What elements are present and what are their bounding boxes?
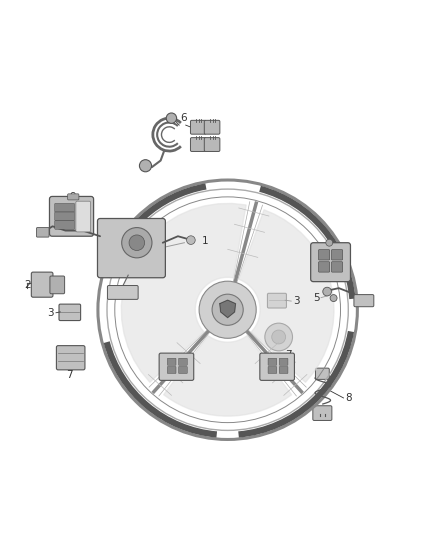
Text: 8: 8 [346,393,352,403]
Circle shape [330,295,337,302]
FancyBboxPatch shape [32,272,53,297]
Text: 6: 6 [180,113,187,123]
Circle shape [139,160,152,172]
Circle shape [199,281,256,338]
Polygon shape [164,336,292,416]
Circle shape [265,323,293,351]
Text: 9: 9 [70,192,76,203]
Text: 4: 4 [315,257,322,267]
Text: 2: 2 [25,280,31,290]
FancyBboxPatch shape [260,353,294,381]
FancyBboxPatch shape [167,358,176,365]
FancyBboxPatch shape [332,249,343,260]
FancyBboxPatch shape [268,367,277,374]
FancyBboxPatch shape [167,367,176,374]
FancyBboxPatch shape [268,358,277,365]
Circle shape [323,287,332,296]
FancyBboxPatch shape [191,120,206,134]
FancyBboxPatch shape [279,367,288,374]
Polygon shape [239,210,334,382]
Text: 7: 7 [67,370,73,380]
Circle shape [166,113,177,123]
FancyBboxPatch shape [67,194,79,200]
Circle shape [326,239,333,246]
FancyBboxPatch shape [354,295,374,306]
Circle shape [122,228,152,258]
Text: 5: 5 [313,293,319,303]
FancyBboxPatch shape [279,358,288,365]
FancyBboxPatch shape [55,221,74,229]
Text: 7: 7 [285,350,292,360]
FancyBboxPatch shape [315,368,329,379]
FancyBboxPatch shape [204,120,220,134]
FancyBboxPatch shape [107,286,138,300]
FancyBboxPatch shape [204,138,220,151]
FancyBboxPatch shape [313,406,332,421]
Circle shape [129,235,145,251]
FancyBboxPatch shape [318,249,330,260]
FancyBboxPatch shape [332,262,343,272]
Text: 1: 1 [202,237,208,246]
FancyBboxPatch shape [268,293,286,308]
Polygon shape [121,204,246,382]
FancyBboxPatch shape [76,201,91,232]
FancyBboxPatch shape [57,345,85,370]
Circle shape [272,330,286,344]
Text: 3: 3 [293,296,300,306]
FancyBboxPatch shape [318,262,330,272]
FancyBboxPatch shape [36,228,49,237]
FancyBboxPatch shape [179,367,187,374]
FancyBboxPatch shape [311,243,350,281]
Circle shape [187,236,195,245]
FancyBboxPatch shape [49,197,94,236]
FancyBboxPatch shape [179,358,187,365]
FancyBboxPatch shape [55,212,74,221]
Circle shape [212,294,243,325]
FancyBboxPatch shape [59,304,81,320]
Text: 3: 3 [47,308,54,318]
FancyBboxPatch shape [50,276,65,294]
FancyBboxPatch shape [191,138,206,151]
FancyBboxPatch shape [98,219,166,278]
FancyBboxPatch shape [55,204,74,212]
Polygon shape [220,300,236,318]
FancyBboxPatch shape [159,353,194,381]
